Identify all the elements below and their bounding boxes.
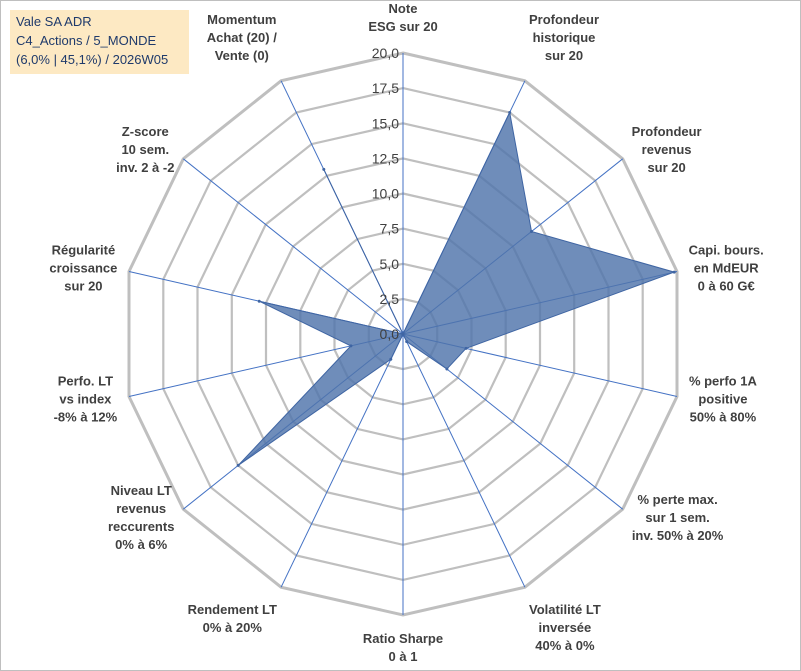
tick-label: 7,5	[380, 221, 400, 237]
category-label-7: Ratio Sharpe 0 à 1	[363, 631, 443, 664]
category-label-4: % perfo 1A positive 50% à 80%	[689, 374, 758, 425]
category-label-line: sur 20	[647, 160, 685, 175]
category-label-line: ESG sur 20	[368, 19, 437, 34]
category-label-line: % perfo 1A	[689, 374, 758, 389]
category-label-line: sur 1 sem.	[645, 510, 709, 525]
category-label-line: reccurents	[108, 519, 174, 534]
category-label-line: -8% à 12%	[54, 410, 118, 425]
category-label-0: Note ESG sur 20	[368, 1, 437, 34]
category-label-line: Ratio Sharpe	[363, 631, 443, 646]
data-point-6	[405, 340, 409, 344]
category-label-line: Perfo. LT	[58, 374, 113, 389]
tick-label: 0,0	[380, 326, 400, 342]
category-label-line: 0% à 6%	[115, 537, 167, 552]
category-label-line: % perte max.	[637, 492, 717, 507]
category-label-line: inv. 2 à -2	[116, 160, 174, 175]
category-label-12: Z-score 10 sem. inv. 2 à -2	[116, 124, 174, 175]
category-label-line: inv. 50% à 20%	[632, 528, 724, 543]
data-point-8	[389, 357, 393, 361]
tick-label: 5,0	[380, 256, 400, 272]
category-label-line: en MdEUR	[694, 260, 760, 275]
category-label-line: positive	[698, 392, 747, 407]
data-point-10	[349, 344, 353, 348]
category-label-13: Momentum Achat (20) / Vente (0)	[207, 12, 277, 63]
category-label-line: sur 20	[545, 48, 583, 63]
category-label-line: revenus	[642, 142, 692, 157]
category-label-line: historique	[533, 30, 596, 45]
category-label-line: Momentum	[207, 12, 276, 27]
chart-subtitle-stats: (6,0% | 45,1%) / 2026W05	[16, 52, 169, 67]
category-label-line: Profondeur	[632, 124, 702, 139]
label-layer: Note ESG sur 20 Profondeur historique sur 20…	[49, 1, 763, 664]
chart-title: Vale SA ADR	[16, 14, 92, 29]
category-label-line: 0 à 1	[389, 649, 418, 664]
category-label-line: Vente (0)	[215, 48, 269, 63]
axis-spoke-8	[280, 333, 404, 588]
category-label-9: Niveau LT revenus reccurents 0% à 6%	[108, 483, 174, 552]
category-label-line: vs index	[59, 392, 112, 407]
axis-spoke-6	[402, 333, 526, 588]
tick-label: 15,0	[372, 115, 399, 131]
category-label-line: inversée	[539, 620, 592, 635]
category-label-6: Volatilité LT inversée 40% à 0%	[529, 602, 601, 653]
category-label-line: Achat (20) /	[207, 30, 277, 45]
data-point-13	[322, 167, 326, 171]
data-point-3	[672, 270, 676, 274]
category-label-11: Régularité croissance sur 20	[49, 242, 117, 293]
category-label-10: Perfo. LT vs index -8% à 12%	[54, 374, 118, 425]
category-label-line: Régularité	[52, 242, 116, 257]
data-point-4	[464, 346, 468, 350]
category-label-line: Rendement LT	[188, 602, 277, 617]
category-label-5: % perte max. sur 1 sem. inv. 50% à 20%	[632, 492, 724, 543]
data-point-11	[257, 299, 261, 303]
chart-title-box: Vale SA ADR C4_Actions / 5_MONDE (6,0% |…	[10, 10, 189, 74]
category-label-line: Z-score	[122, 124, 169, 139]
tick-label: 12,5	[372, 150, 399, 166]
tick-label: 10,0	[372, 186, 399, 202]
data-point-1	[508, 111, 512, 114]
tick-layer: 0,0 2,5 5,0 7,5 10,0 12,5 15,0 17,5 20,0	[372, 45, 399, 342]
category-label-line: 10 sem.	[121, 142, 169, 157]
data-point-2	[530, 230, 533, 233]
chart-subtitle-category: C4_Actions / 5_MONDE	[16, 33, 157, 48]
category-label-line: Volatilité LT	[529, 602, 601, 617]
data-point-9	[236, 463, 240, 467]
category-label-8: Rendement LT 0% à 20%	[188, 602, 277, 635]
category-label-2: Profondeur revenus sur 20	[632, 124, 702, 175]
data-point-12	[401, 332, 405, 336]
series-layer	[236, 110, 676, 467]
tick-label: 17,5	[372, 80, 399, 96]
category-label-line: croissance	[49, 260, 117, 275]
category-label-line: sur 20	[64, 278, 102, 293]
category-label-line: 0 à 60 G€	[698, 278, 755, 293]
category-label-line: Note	[389, 1, 418, 16]
category-label-line: Profondeur	[529, 12, 599, 27]
axis-spoke-12	[182, 158, 404, 335]
data-point-5	[445, 367, 449, 371]
category-label-3: Capi. bours. en MdEUR 0 à 60 G€	[689, 242, 764, 293]
category-label-1: Profondeur historique sur 20	[529, 12, 599, 63]
tick-label: 20,0	[372, 45, 399, 61]
category-label-line: 50% à 80%	[690, 410, 757, 425]
category-label-line: 40% à 0%	[535, 638, 595, 653]
category-label-line: revenus	[116, 501, 166, 516]
tick-label: 2,5	[380, 291, 400, 307]
series-area-0	[237, 110, 676, 466]
category-label-line: Niveau LT	[111, 483, 172, 498]
category-label-line: Capi. bours.	[689, 242, 764, 257]
category-label-line: 0% à 20%	[203, 620, 263, 635]
